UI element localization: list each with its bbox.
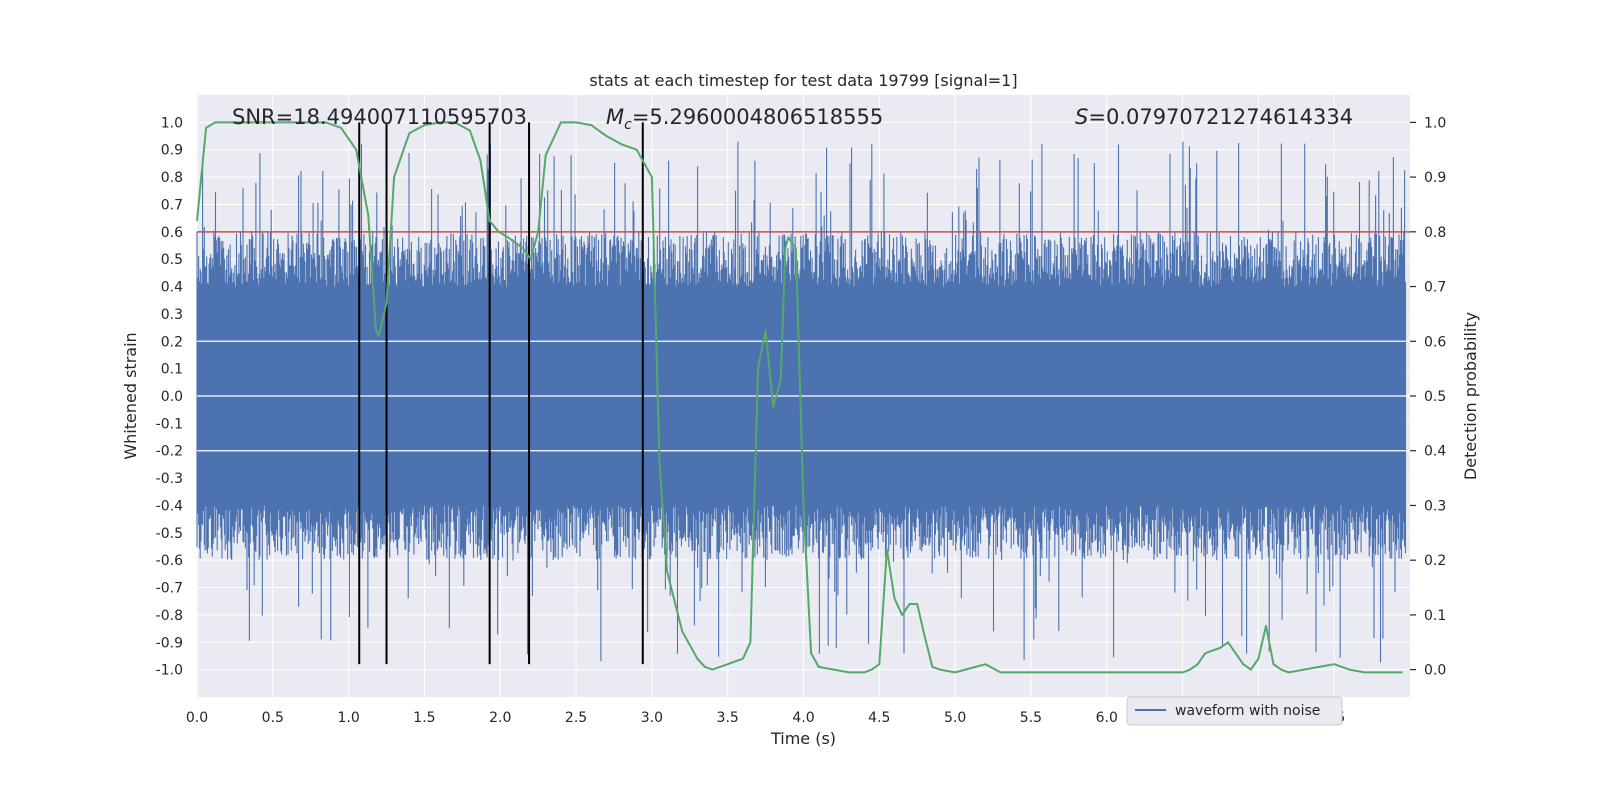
y-right-tick-label: 0.1 — [1424, 608, 1446, 624]
x-tick-label: 3.5 — [717, 710, 739, 726]
y-right-tick-label: 0.9 — [1424, 170, 1446, 186]
y-tick-label: 0.5 — [161, 252, 183, 268]
y-tick-label: -0.1 — [156, 416, 183, 432]
y-tick-label: -0.2 — [156, 444, 183, 460]
legend: waveform with noise — [1126, 696, 1343, 726]
y-tick-label: 1.0 — [161, 115, 183, 131]
y-right-tick-label: 0.5 — [1424, 389, 1446, 405]
y-tick-label: -0.7 — [156, 581, 183, 597]
y-right-tick-label: 0.7 — [1424, 280, 1446, 296]
x-tick-label: 1.5 — [413, 710, 435, 726]
y-right-axis-label: Detection probability — [1461, 312, 1480, 480]
y-tick-label: -0.3 — [156, 471, 183, 487]
x-tick-label: 0.5 — [262, 710, 284, 726]
x-tick-label: 4.0 — [792, 710, 814, 726]
x-tick-label: 2.0 — [489, 710, 511, 726]
y-tick-label: 0.2 — [161, 334, 183, 350]
y-tick-label: 0.9 — [161, 143, 183, 159]
y-tick-label: 0.4 — [161, 280, 183, 296]
y-tick-label: 0.0 — [161, 389, 183, 405]
mc-value: =5.2960004806518555 — [632, 105, 883, 129]
s-symbol: S — [1075, 105, 1088, 129]
y-tick-label: 0.8 — [161, 170, 183, 186]
detection-probability-line — [196, 121, 1403, 674]
y-tick-label: -1.0 — [156, 663, 183, 679]
y-right-tick-label: 0.0 — [1424, 663, 1446, 679]
y-right-tick-label: 1.0 — [1424, 115, 1446, 131]
s-value: =0.07970721274614334 — [1088, 105, 1353, 129]
x-tick-label: 5.5 — [1020, 710, 1042, 726]
x-axis-label: Time (s) — [770, 729, 836, 748]
y-right-tick-label: 0.2 — [1424, 553, 1446, 569]
x-tick-label: 6.0 — [1096, 710, 1118, 726]
y-tick-label: -0.8 — [156, 608, 183, 624]
x-tick-label: 0.0 — [186, 710, 208, 726]
x-tick-label: 2.5 — [565, 710, 587, 726]
x-tick-label: 3.0 — [641, 710, 663, 726]
chart-title: stats at each timestep for test data 197… — [589, 71, 1017, 90]
chirp-mass-annotation: Mc=5.2960004806518555 — [606, 105, 883, 133]
y-right-tick-label: 0.6 — [1424, 334, 1446, 350]
legend-label-waveform: waveform with noise — [1175, 703, 1320, 719]
y-axis-label: Whitened strain — [121, 332, 140, 459]
y-tick-label: -0.6 — [156, 553, 183, 569]
y-right-tick-label: 0.4 — [1424, 444, 1446, 460]
y-tick-label: -0.4 — [156, 498, 183, 514]
legend-box — [1126, 696, 1343, 726]
y-tick-label: 0.3 — [161, 307, 183, 323]
snr-annotation: SNR=18.494007110595703 — [232, 105, 527, 129]
s-annotation: S=0.07970721274614334 — [1075, 105, 1353, 129]
y-tick-label: 0.1 — [161, 362, 183, 378]
y-right-tick-label: 0.8 — [1424, 225, 1446, 241]
y-tick-label: 0.7 — [161, 197, 183, 213]
x-tick-label: 4.5 — [868, 710, 890, 726]
x-tick-label: 1.0 — [337, 710, 359, 726]
mc-symbol: M — [606, 105, 624, 129]
mc-subscript: c — [624, 117, 632, 133]
y-right-tick-label: 0.3 — [1424, 498, 1446, 514]
y-tick-label: -0.5 — [156, 526, 183, 542]
overlay-layer — [196, 121, 1410, 674]
y-tick-label: -0.9 — [156, 635, 183, 651]
axes-layer: 0.00.51.01.52.02.53.03.54.04.55.05.56.06… — [156, 115, 1447, 726]
x-tick-label: 5.0 — [944, 710, 966, 726]
y-tick-label: 0.6 — [161, 225, 183, 241]
